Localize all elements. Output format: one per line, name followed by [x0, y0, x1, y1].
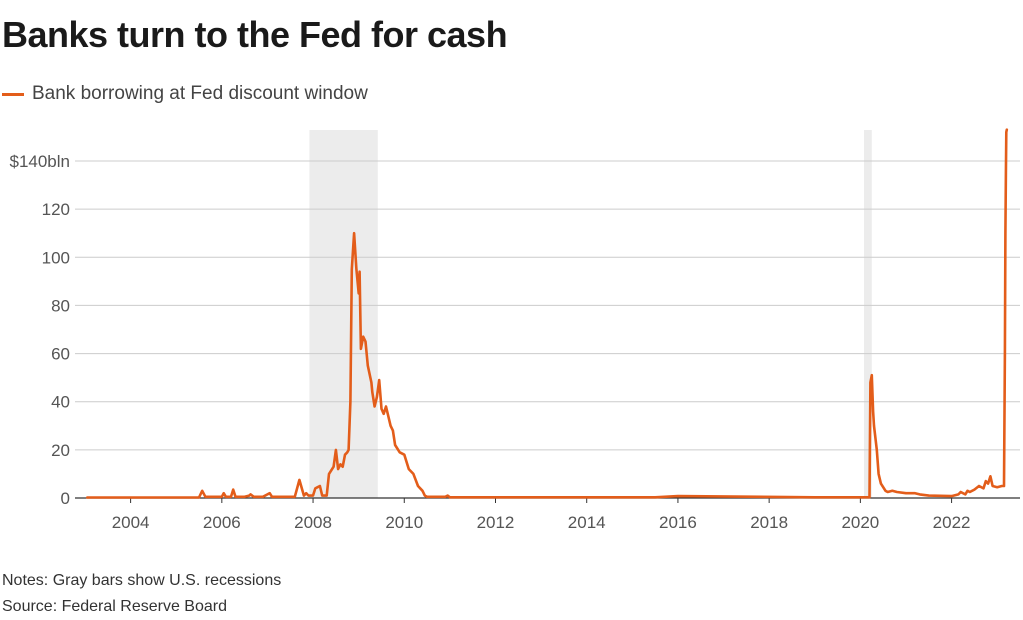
y-tick-label: 0	[61, 489, 70, 508]
y-tick-label: 100	[42, 248, 70, 267]
x-tick-label: 2018	[750, 513, 788, 532]
series-layer	[86, 128, 1009, 499]
notes-text: Notes: Gray bars show U.S. recessions	[2, 572, 282, 589]
chart-title: Banks turn to the Fed for cash	[2, 14, 508, 55]
x-tick-label: 2022	[933, 513, 971, 532]
x-tick-label: 2010	[385, 513, 423, 532]
recession-bar-0	[309, 130, 378, 498]
source-text: Source: Federal Reserve Board	[2, 598, 227, 615]
legend-swatch	[2, 92, 24, 96]
y-tick-label: 20	[51, 441, 70, 460]
x-tick-label: 2006	[203, 513, 241, 532]
recession-bar-1	[864, 130, 872, 498]
y-tick-label: 120	[42, 200, 70, 219]
y-tick-label: 40	[51, 393, 70, 412]
x-tick-label: 2016	[659, 513, 697, 532]
x-axis: 2004 2006 2008 2010 2012 2014 2016 2018 2020 2022	[75, 497, 1020, 532]
x-tick-label: 2008	[294, 513, 332, 532]
series-line-0	[86, 128, 1009, 499]
gridlines	[75, 160, 1020, 451]
x-tick-label: 2004	[112, 513, 150, 532]
x-tick-label: 2014	[568, 513, 606, 532]
legend-label: Bank borrowing at Fed discount window	[32, 83, 368, 104]
recession-bars	[309, 130, 872, 498]
y-tick-label: 80	[51, 296, 70, 315]
y-tick-label: $140bln	[9, 152, 70, 171]
x-tick-label: 2020	[841, 513, 879, 532]
footer: Notes: Gray bars show U.S. recessions So…	[2, 568, 281, 620]
y-tick-label: 60	[51, 345, 70, 364]
y-axis-labels: 0 20 40 60 80 100 120 $140bln	[9, 152, 70, 508]
legend: Bank borrowing at Fed discount window	[2, 83, 368, 105]
x-tick-label: 2012	[477, 513, 515, 532]
